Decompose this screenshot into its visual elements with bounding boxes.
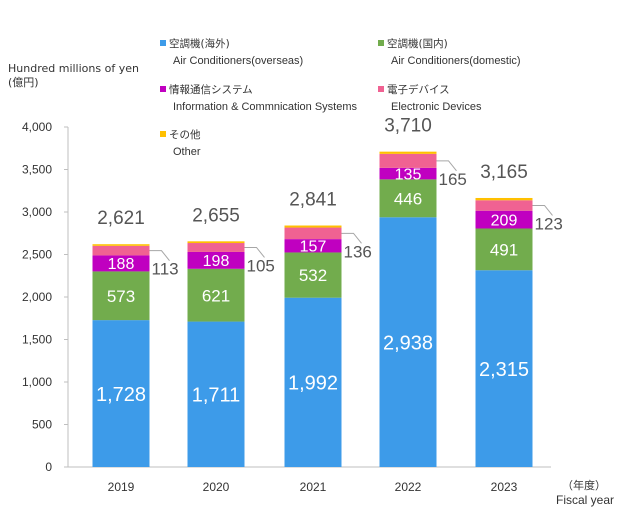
data-label: 2,938 [383, 332, 433, 354]
legend-label-jp: その他 [169, 129, 201, 141]
bar-segment [284, 252, 342, 298]
bar-segment [379, 153, 437, 168]
legend-label-jp: 情報通信システム [169, 84, 253, 96]
data-label: 198 [203, 253, 230, 270]
leader-line [436, 160, 457, 172]
legend-swatch [160, 86, 166, 92]
y-tick-label: 2,000 [22, 290, 52, 304]
data-label: 2,315 [479, 359, 529, 381]
data-label: 1,992 [288, 373, 338, 395]
legend-swatch [160, 40, 166, 46]
y-tick-label: 500 [32, 418, 52, 432]
data-label: 491 [490, 240, 518, 259]
leader-line [341, 232, 362, 244]
data-label: 1,728 [96, 384, 146, 406]
bar-segment [284, 227, 342, 240]
y-tick-label: 2,500 [22, 248, 52, 262]
data-label: 136 [344, 242, 372, 261]
total-label: 3,165 [480, 162, 528, 183]
data-label: 105 [247, 256, 275, 275]
bar-segment [379, 179, 437, 218]
total-label: 2,655 [192, 205, 240, 226]
y-axis-title-en: Hundred millions of yen [8, 62, 139, 75]
x-tick-label: 2021 [300, 480, 327, 494]
bar-segment [284, 239, 342, 253]
legend-label-jp: 空調機(海外) [169, 38, 230, 50]
x-axis-title-en: Fiscal year [556, 493, 615, 507]
total-label: 3,710 [384, 116, 432, 137]
data-label: 209 [491, 212, 518, 229]
legend-label-jp: 電子デバイス [387, 84, 450, 96]
legend-label-en: Electronic Devices [391, 101, 482, 113]
legend-label-jp: 空調機(国内) [387, 38, 448, 50]
leader-line [149, 250, 170, 261]
leader-line [244, 246, 265, 258]
legend-air-overseas: 空調機(海外) Air Conditioners(overseas) [160, 36, 303, 70]
bar-segment [187, 243, 245, 252]
bar-segment [379, 167, 437, 180]
y-tick-label: 3,000 [22, 205, 52, 219]
bar-segment [187, 321, 245, 467]
y-axis-title-jp: (億円) [8, 76, 39, 89]
legend-label-en: Information & Commnication Systems [173, 101, 358, 113]
leader-line [532, 204, 553, 216]
data-label: 123 [535, 214, 563, 233]
legend-label-en: Other [173, 146, 201, 158]
total-label: 2,621 [97, 208, 145, 229]
data-label: 113 [152, 260, 179, 279]
legend-air-domestic: 空調機(国内) Air Conditioners(domestic) [378, 36, 521, 70]
data-label: 157 [300, 239, 327, 256]
legend-info-comm: 情報通信システム Information & Commnication Syst… [160, 82, 357, 116]
legend-label-en: Air Conditioners(overseas) [173, 55, 304, 67]
data-label: 573 [107, 287, 135, 306]
bar-segment [187, 268, 245, 322]
bar-segment [475, 197, 533, 201]
x-tick-label: 2020 [203, 480, 230, 494]
data-label: 165 [439, 170, 467, 189]
data-label: 1,711 [192, 384, 241, 406]
x-tick-label: 2023 [491, 480, 518, 494]
legend-other: その他 Other [160, 127, 201, 161]
data-label: 446 [394, 189, 422, 208]
legend-electronic: 電子デバイス Electronic Devices [378, 82, 481, 116]
bar-segment [92, 320, 150, 467]
data-label: 621 [202, 286, 230, 305]
total-label: 2,841 [289, 190, 337, 211]
x-tick-label: 2019 [108, 480, 135, 494]
y-tick-label: 0 [45, 460, 52, 474]
bar-segment [475, 270, 533, 467]
x-axis-unit-jp: （年度） [562, 479, 606, 492]
data-label: 135 [395, 166, 422, 183]
x-tick-label: 2022 [395, 480, 422, 494]
bar-segment [187, 251, 245, 269]
bar-segment [475, 200, 533, 211]
bar-segment [92, 244, 150, 246]
bar-segment [475, 228, 533, 271]
bar-segment [92, 255, 150, 272]
bar-segment [284, 225, 342, 228]
y-tick-label: 4,000 [22, 120, 52, 134]
data-label: 188 [108, 256, 135, 273]
bar-segment [92, 245, 150, 256]
y-tick-label: 1,500 [22, 333, 52, 347]
y-axis-title: Hundred millions of yen (億円) [8, 62, 139, 90]
data-label: 532 [299, 266, 327, 285]
bar-segment [284, 297, 342, 467]
legend-swatch [160, 131, 166, 137]
legend-label-en: Air Conditioners(domestic) [391, 55, 521, 67]
bar-segment [379, 217, 437, 467]
y-tick-label: 1,000 [22, 375, 52, 389]
bar-segment [187, 241, 245, 244]
legend-swatch [378, 86, 384, 92]
y-tick-label: 3,500 [22, 163, 52, 177]
bar-segment [379, 151, 437, 154]
legend-swatch [378, 40, 384, 46]
bar-segment [92, 271, 150, 321]
bar-segment [475, 210, 533, 229]
